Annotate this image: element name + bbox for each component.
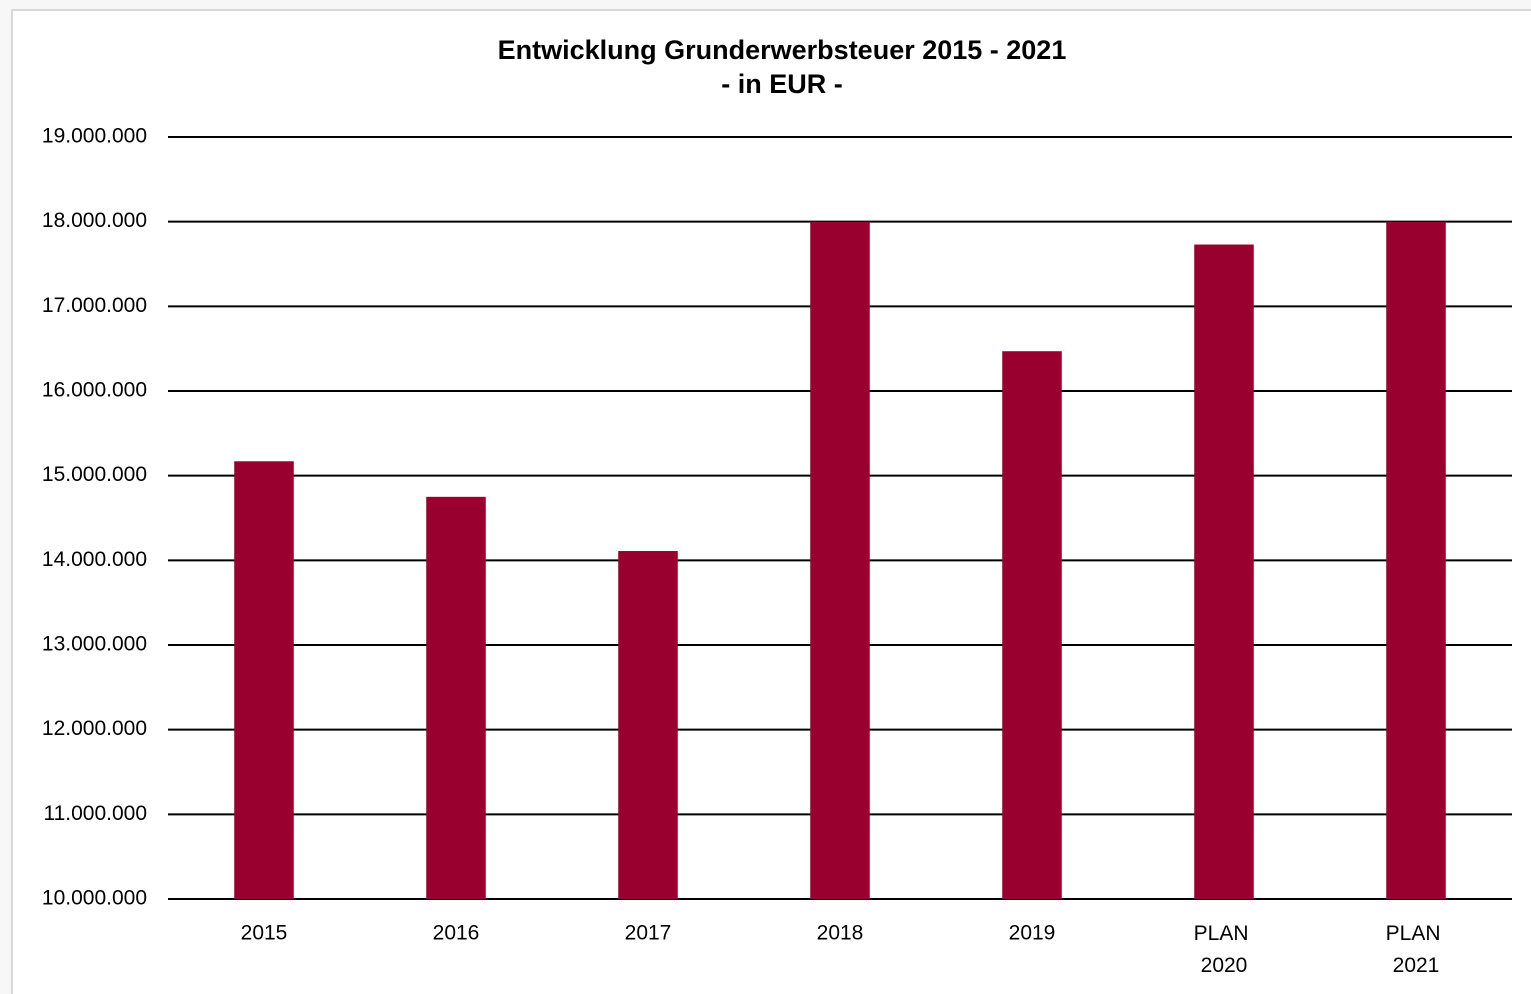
- x-tick-label: 2018: [817, 922, 864, 945]
- x-tick-label: 2015: [241, 922, 288, 945]
- x-tick-label: 2016: [433, 922, 480, 945]
- bar: [1194, 244, 1254, 899]
- chart-title: Entwicklung Grunderwerbsteuer 2015 - 202…: [498, 35, 1067, 65]
- x-tick-label: 2017: [625, 922, 672, 945]
- x-tick-label: PLAN 2020: [1194, 922, 1255, 977]
- x-tick-label: PLAN 2021: [1386, 922, 1447, 977]
- y-tick-label: 10.000.000: [42, 887, 147, 910]
- bar: [1002, 351, 1062, 899]
- y-tick-label: 13.000.000: [42, 633, 147, 656]
- y-tick-label: 17.000.000: [42, 294, 147, 317]
- bar: [234, 461, 294, 899]
- bar: [1386, 221, 1446, 899]
- y-tick-label: 11.000.000: [43, 802, 147, 825]
- y-tick-label: 12.000.000: [42, 717, 147, 740]
- chart-subtitle: - in EUR -: [721, 69, 843, 99]
- y-tick-label: 18.000.000: [42, 209, 147, 232]
- y-tick-label: 19.000.000: [42, 125, 147, 148]
- bar: [426, 496, 486, 899]
- x-tick-label: 2019: [1009, 922, 1056, 945]
- bar: [618, 551, 678, 899]
- y-tick-label: 14.000.000: [42, 548, 147, 571]
- bar: [810, 221, 870, 899]
- y-tick-label: 16.000.000: [42, 379, 147, 402]
- y-tick-label: 15.000.000: [42, 463, 147, 486]
